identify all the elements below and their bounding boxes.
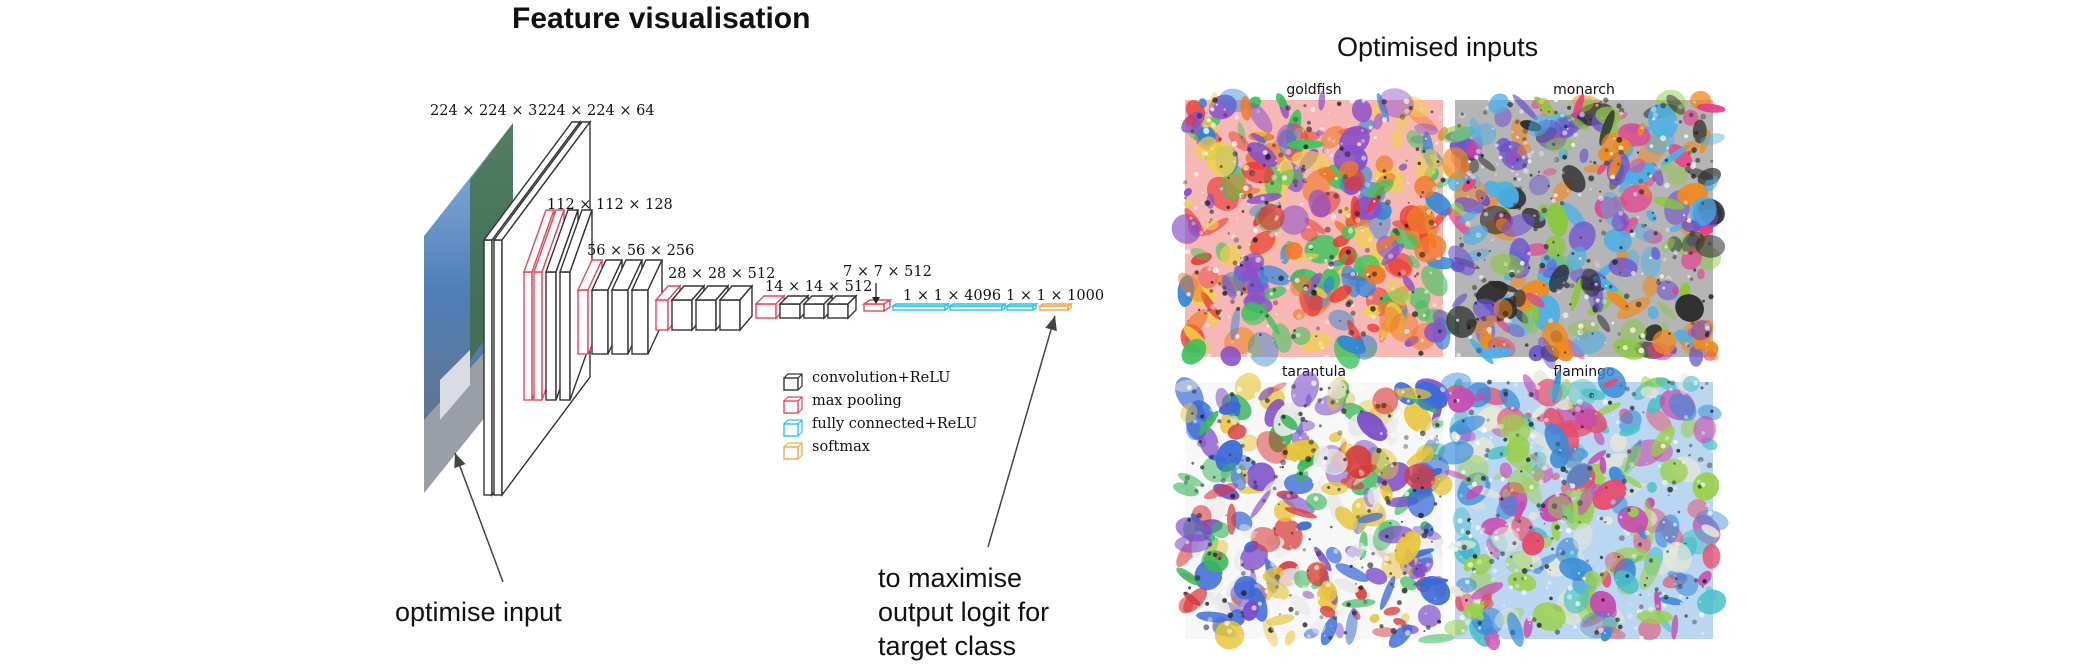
layer-pool5-side <box>883 298 891 313</box>
dim-label-fc: 1 × 1 × 4096 <box>903 288 1002 304</box>
panel-image-goldfish <box>1171 88 1460 369</box>
layer-conv5c <box>827 303 849 319</box>
layer-fc1-side <box>944 302 949 312</box>
dim-label-pool5: 7 × 7 × 512 <box>843 264 932 280</box>
layer-conv3c <box>631 289 649 355</box>
legend-swatch-conv <box>783 377 799 391</box>
dim-label-conv2: 112 × 112 × 128 <box>547 197 673 213</box>
arrow-output-logit-head <box>1045 316 1057 332</box>
annotation-output-line-2: output logit for <box>878 597 1050 627</box>
layer-pool3 <box>655 299 669 331</box>
arrow-output-logit <box>987 315 1056 548</box>
legend-swatch-softmax-edge <box>797 442 803 448</box>
layer-conv5a <box>779 303 801 319</box>
layer-conv3b <box>611 289 629 355</box>
annotation-output-line-1: to maximise <box>878 563 1023 593</box>
layer-softmax-side <box>1067 302 1072 312</box>
layer-conv4c <box>719 299 741 331</box>
layer-pool5 <box>863 303 885 312</box>
panel-title-flamingo: flamingo <box>1553 364 1615 380</box>
arrow-optimise-input <box>454 452 504 583</box>
legend-swatch-softmax <box>783 446 799 460</box>
legend-label-conv: convolution+ReLU <box>812 370 951 386</box>
layer-pool2 <box>577 289 589 355</box>
diagram-title: Feature visualisation <box>512 2 811 35</box>
layer-fc2-side <box>1001 302 1006 312</box>
layer-fc2-top <box>947 303 1008 307</box>
layer-conv2a <box>545 271 557 401</box>
panel-title-goldfish: goldfish <box>1286 82 1342 98</box>
panel-title-tarantula: tarantula <box>1281 364 1347 380</box>
dim-label-conv1: 224 × 224 × 64 <box>538 103 655 119</box>
legend-label-softmax: softmax <box>812 439 870 455</box>
pool5-pointer-head <box>872 297 880 304</box>
legend-swatch-conv-edge <box>797 373 803 379</box>
layer-fc1-top <box>890 303 951 307</box>
panel-image-monarch <box>1440 89 1726 370</box>
dim-label-input: 224 × 224 × 3 <box>430 103 538 119</box>
panel-image-flamingo <box>1437 366 1729 651</box>
dim-label-conv3: 56 × 56 × 256 <box>587 243 695 259</box>
layer-conv4b <box>695 299 717 331</box>
dim-label-out: 1 × 1 × 1000 <box>1006 288 1105 304</box>
layer-conv1b <box>493 239 503 496</box>
layer-pool4 <box>755 303 777 319</box>
legend-label-pool: max pooling <box>812 393 902 409</box>
input-image-car <box>440 350 470 420</box>
layer-fc3-top <box>1004 303 1039 307</box>
layer-conv2b <box>559 271 571 401</box>
layer-conv5c-side <box>847 294 857 320</box>
panel-title-monarch: monarch <box>1553 82 1615 98</box>
legend-swatch-fc-edge <box>797 419 803 425</box>
layer-fc3-side <box>1032 302 1037 312</box>
layer-pool1 <box>523 271 533 401</box>
layer-conv1a <box>483 239 493 496</box>
optimised-inputs-title: Optimised inputs <box>1337 32 1539 62</box>
layer-conv3a <box>591 289 609 355</box>
layer-pool1b <box>533 271 543 401</box>
legend-swatch-fc <box>783 423 799 437</box>
dim-label-conv4: 28 × 28 × 512 <box>668 266 776 282</box>
legend-swatch-pool <box>783 400 799 414</box>
layer-softmax-top <box>1037 303 1074 307</box>
annotation-optimise-input: optimise input <box>395 597 562 627</box>
arrow-optimise-input-head <box>454 453 466 469</box>
legend-label-fc: fully connected+ReLU <box>812 416 978 432</box>
layer-conv5b <box>803 303 825 319</box>
panel-image-tarantula <box>1173 371 1456 650</box>
layer-conv4c-side <box>739 284 753 332</box>
legend-swatch-pool-edge <box>797 396 803 402</box>
layer-conv4a <box>671 299 693 331</box>
annotation-output-line-3: target class <box>878 631 1017 661</box>
dim-label-conv5: 14 × 14 × 512 <box>765 279 873 295</box>
